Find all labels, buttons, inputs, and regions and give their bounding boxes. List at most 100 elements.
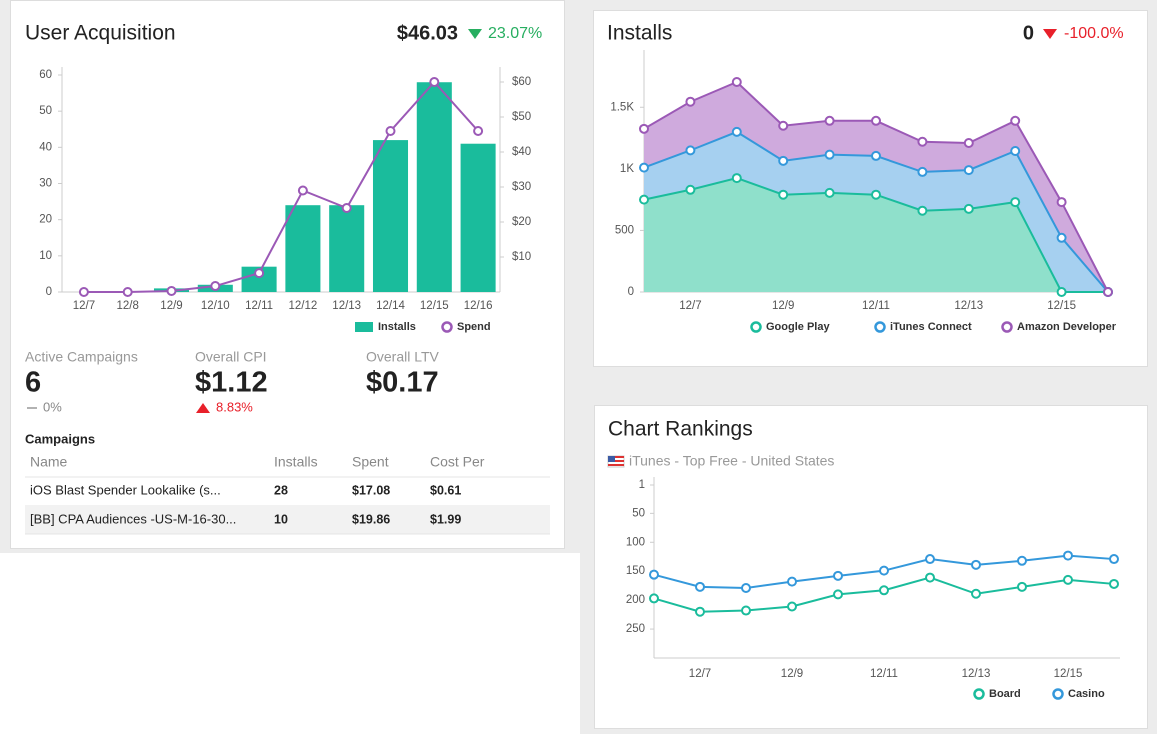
legend-swatch [750, 321, 762, 333]
stat-label: Overall CPI [195, 349, 267, 365]
x-tick-label: 12/15 [1047, 300, 1076, 312]
stat-value: $1.12 [195, 367, 268, 399]
y-tick-label: 500 [615, 224, 634, 236]
column-header: Name [30, 454, 68, 470]
y-tick-label: 40 [39, 141, 52, 153]
legend-swatch [1001, 321, 1013, 333]
cell: $0.61 [430, 483, 461, 497]
point [695, 606, 705, 617]
x-tick-label: 12/8 [117, 300, 139, 312]
change: -100.0% [1064, 25, 1124, 42]
y-tick-label: 250 [626, 623, 645, 635]
point [297, 185, 308, 196]
point [1017, 555, 1027, 566]
point [824, 187, 835, 198]
legend-label: Google Play [766, 321, 830, 333]
y2-tick-label: $20 [512, 216, 531, 228]
point [1010, 115, 1021, 126]
y-tick-label: 200 [626, 594, 645, 606]
legend-swatch [1052, 688, 1064, 700]
flag-icon [607, 455, 625, 468]
stat-value: $0.17 [366, 367, 439, 399]
stat-value: 6 [25, 367, 41, 399]
point [341, 203, 352, 213]
x-tick-label: 12/11 [870, 668, 898, 680]
point [166, 285, 177, 296]
cell: $1.99 [430, 512, 461, 526]
point [122, 287, 133, 297]
y-tick-label: 1 [639, 479, 645, 491]
legend-label: iTunes Connect [890, 321, 972, 333]
point [685, 145, 696, 156]
x-tick-label: 12/9 [781, 668, 803, 680]
legend-swatch [973, 688, 985, 700]
row-bg [25, 507, 550, 534]
point [824, 149, 835, 160]
bar [329, 205, 365, 292]
point [1063, 550, 1073, 561]
point [871, 189, 881, 200]
legend-swatch [441, 321, 453, 333]
y-tick-label: 150 [626, 565, 645, 577]
x-tick-label: 12/13 [954, 300, 983, 312]
point [1010, 197, 1021, 208]
cell: 28 [274, 483, 288, 497]
point [879, 565, 889, 576]
point [78, 287, 89, 297]
headline: 0 [1023, 22, 1034, 44]
y-tick-label: 1K [620, 163, 634, 175]
x-tick-label: 12/13 [962, 668, 991, 680]
point [917, 205, 928, 216]
y2-tick-label: $10 [512, 251, 531, 263]
stat-change: 0% [43, 399, 62, 414]
change: 23.07% [488, 25, 542, 42]
point [963, 165, 974, 176]
cell: $17.08 [352, 483, 390, 497]
bar [460, 143, 496, 292]
point [685, 184, 696, 195]
point [879, 585, 889, 596]
point [639, 194, 649, 205]
y-tick-label: 50 [632, 507, 645, 519]
point [833, 570, 843, 581]
point [1017, 581, 1027, 592]
legend-swatch [874, 321, 886, 333]
legend-swatch [355, 322, 373, 332]
area [644, 178, 1108, 292]
panel-title: User Acquisition [25, 22, 176, 45]
x-tick-label: 12/14 [376, 300, 405, 312]
legend-label: Spend [457, 321, 491, 333]
bar [285, 205, 321, 292]
point [778, 155, 789, 166]
point [1063, 574, 1073, 585]
point [871, 115, 881, 126]
area [644, 131, 1108, 292]
point [971, 559, 981, 570]
stat-change: 8.83% [216, 399, 253, 414]
table-title: Campaigns [25, 431, 95, 446]
point [639, 162, 649, 173]
y2-tick-label: $40 [512, 146, 531, 158]
bar [416, 82, 452, 292]
bar [372, 140, 409, 292]
point [639, 123, 649, 134]
point [649, 569, 659, 580]
point [210, 281, 221, 292]
legend-label: Installs [378, 321, 416, 333]
cell: iOS Blast Spender Lookalike (s... [30, 482, 221, 497]
area [644, 82, 1108, 292]
y-tick-label: 50 [39, 105, 52, 117]
point [833, 589, 843, 600]
point [1056, 197, 1067, 208]
panel [594, 405, 1148, 729]
trend-arrow [1043, 29, 1057, 39]
point [741, 582, 751, 593]
point [473, 126, 484, 136]
point [925, 554, 935, 565]
y-tick-label: 0 [46, 286, 52, 298]
trend-arrow [468, 29, 482, 39]
x-tick-label: 12/7 [679, 300, 701, 312]
stat-label: Overall LTV [366, 349, 440, 365]
point [741, 605, 751, 616]
